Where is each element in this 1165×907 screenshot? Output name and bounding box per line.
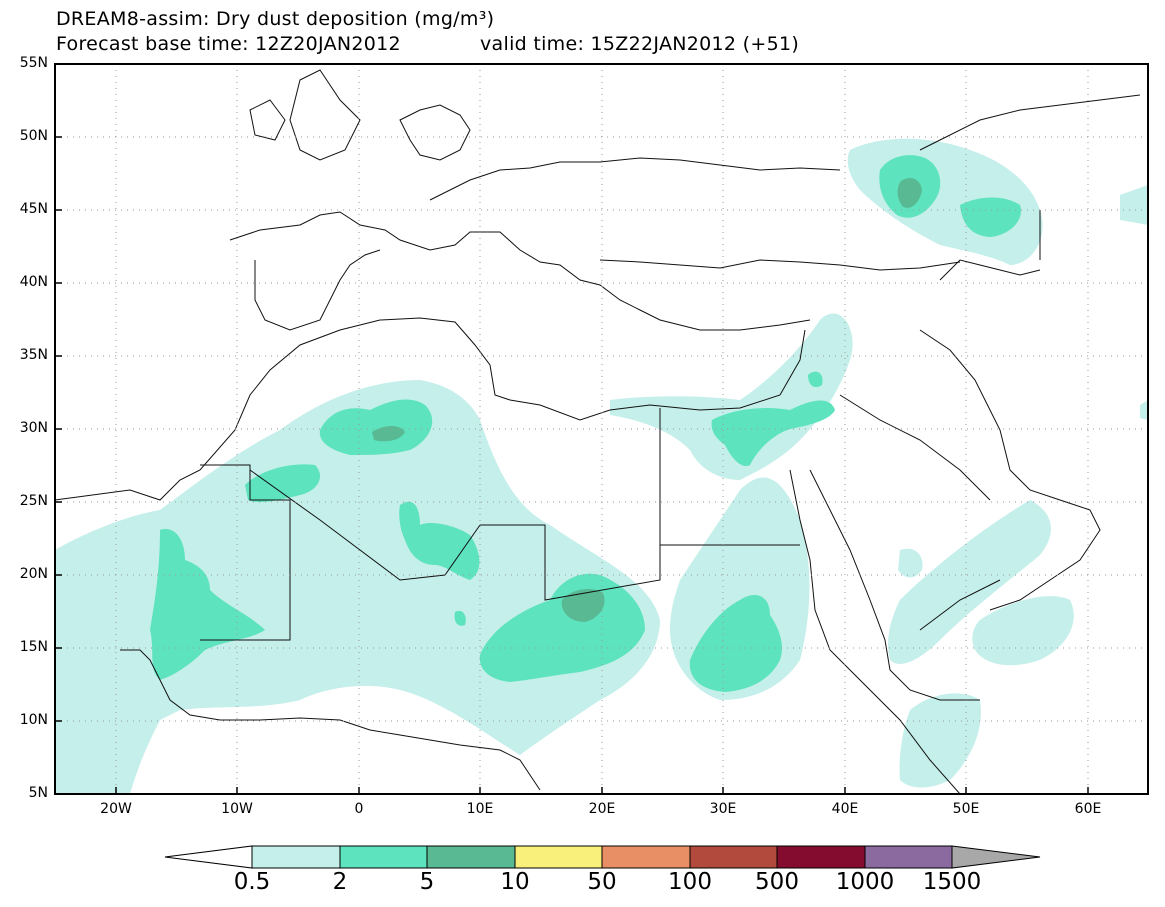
colorbar-label: 50 [587,869,617,895]
colorbar-label: 10 [500,869,530,895]
lat-label: 40N [19,274,48,290]
colorbar-label: 1500 [922,869,982,895]
lat-label: 20N [19,566,48,582]
graticule [55,64,1148,794]
colorbar-swatch [514,845,603,869]
colorbar-swatch [251,845,341,869]
colorbar-label: 5 [419,869,435,895]
coastlines [55,69,1141,794]
colorbar-over-arrow [951,845,1041,869]
colorbar-swatch [339,845,428,869]
colorbar-swatch [776,845,866,869]
colorbar-swatch [426,845,516,869]
lat-label: 50N [19,128,48,144]
colorbar-swatch [689,845,778,869]
colorbar-label: 1000 [835,869,895,895]
colorbar-swatch [864,845,953,869]
colorbar-label: 500 [755,869,799,895]
lon-label: 10W [221,801,253,817]
forecast-base-time: Forecast base time: 12Z20JAN2012 [56,33,401,55]
colorbar-label: 2 [332,869,348,895]
colorbar-under-arrow [164,845,253,869]
colorbar-swatch [601,845,691,869]
lon-label: 20E [588,801,616,817]
lat-label: 10N [19,712,48,728]
dust-level-high [372,178,922,622]
lon-label: 30E [709,801,737,817]
axis-ticks [55,136,1089,794]
lon-label: 60E [1074,801,1102,817]
lat-label: 30N [19,420,48,436]
lon-label: 40E [831,801,859,817]
lon-label: 50E [952,801,980,817]
lat-label: 35N [19,347,48,363]
lon-label: 10E [466,801,494,817]
lat-label: 45N [19,201,48,217]
lat-label: 55N [19,55,48,71]
lat-label: 15N [19,639,48,655]
valid-time: valid time: 15Z22JAN2012 (+51) [480,33,800,55]
colorbar [164,845,1041,869]
lat-label: 5N [28,785,48,801]
colorbar-label: 100 [668,869,712,895]
lon-label: 0 [354,801,364,817]
colorbar-label: 0.5 [233,869,271,895]
lat-label: 25N [19,493,48,509]
map-title: DREAM8-assim: Dry dust deposition (mg/m³… [56,8,495,30]
lon-label: 20W [100,801,132,817]
